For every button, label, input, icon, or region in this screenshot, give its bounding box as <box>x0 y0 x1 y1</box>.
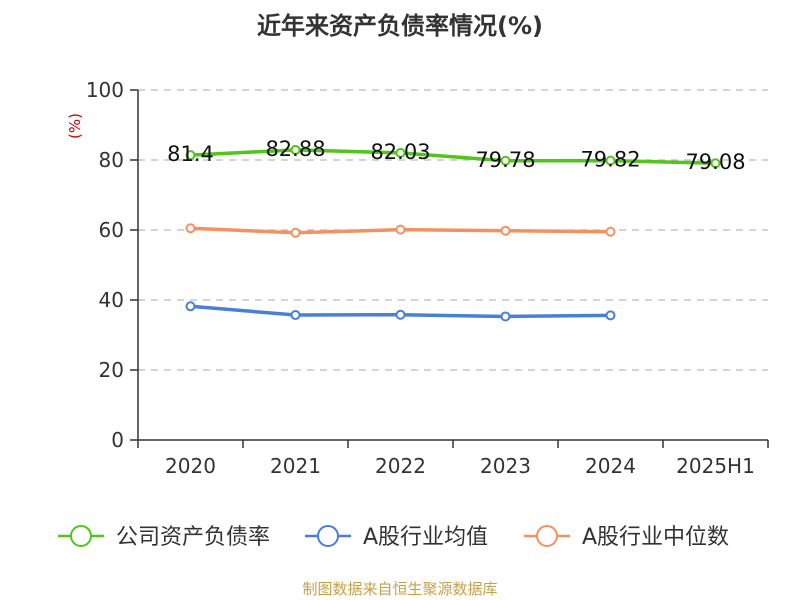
x-tick-label: 2023 <box>480 454 531 478</box>
y-tick-label: 80 <box>99 148 124 172</box>
source-note: 制图数据来自恒生聚源数据库 <box>302 580 498 598</box>
y-tick-label: 20 <box>99 358 124 382</box>
data-point <box>395 147 406 158</box>
y-tick-label: 100 <box>86 78 124 102</box>
data-point <box>185 223 196 234</box>
data-point <box>290 227 301 238</box>
data-labels: 81.4 82.88 82.03 79.78 79.82 79.08 <box>167 137 745 174</box>
data-point <box>605 226 616 237</box>
series-line-0 <box>188 148 718 165</box>
legend-item: A股行业中位数 <box>524 525 729 550</box>
y-tick-label: 40 <box>99 288 124 312</box>
legend: 公司资产负债率 A股行业均值 A股行业中位数 <box>58 525 729 550</box>
x-tick-label: 2025H1 <box>676 454 755 478</box>
y-tick-label: 0 <box>111 428 124 452</box>
legend-label: A股行业中位数 <box>582 525 729 550</box>
data-point <box>605 155 616 166</box>
axes: 0 20 40 60 80 100 2020 2021 2022 2023 2024 2025H1 <box>86 78 769 478</box>
data-point <box>500 225 511 236</box>
x-tick-label: 2022 <box>375 454 426 478</box>
series-lines <box>185 144 721 322</box>
data-point <box>290 310 301 321</box>
legend-label: 公司资产负债率 <box>116 525 270 550</box>
legend-marker <box>70 525 92 547</box>
x-tick-label: 2021 <box>270 454 321 478</box>
data-label: 82.03 <box>370 140 430 164</box>
legend-item: 公司资产负债率 <box>58 525 270 550</box>
y-axis-unit-label: (%) <box>66 113 84 139</box>
data-point <box>500 311 511 322</box>
data-label: 81.4 <box>167 142 214 166</box>
data-label: 82.88 <box>265 137 325 161</box>
legend-marker <box>536 525 558 547</box>
data-point <box>185 150 196 161</box>
data-point <box>290 144 301 155</box>
data-point <box>395 224 406 235</box>
data-point <box>605 310 616 321</box>
legend-label: A股行业均值 <box>363 525 488 550</box>
x-tick-label: 2024 <box>585 454 636 478</box>
data-label: 79.82 <box>580 148 640 172</box>
data-point <box>395 309 406 320</box>
y-tick-label: 60 <box>99 218 124 242</box>
data-point <box>710 158 721 169</box>
data-label: 79.08 <box>685 150 745 174</box>
chart-title: 近年来资产负债率情况(%) <box>257 12 543 40</box>
data-point <box>185 301 196 312</box>
x-tick-label: 2020 <box>165 454 216 478</box>
data-label: 79.78 <box>475 148 535 172</box>
data-point <box>500 155 511 166</box>
legend-item: A股行业均值 <box>305 525 488 550</box>
legend-marker <box>317 525 339 547</box>
